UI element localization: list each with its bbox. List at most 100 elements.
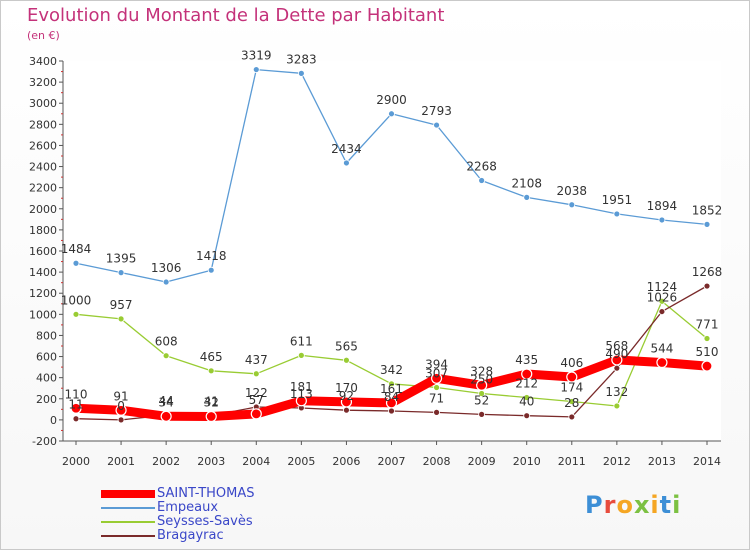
data-point-empeaux bbox=[568, 201, 576, 209]
legend-swatch-bragayrac bbox=[101, 535, 155, 537]
data-label-seysses-sav-s: 608 bbox=[155, 335, 178, 349]
data-label-saint-thomas: 568 bbox=[605, 339, 628, 353]
data-point-empeaux bbox=[343, 159, 350, 167]
data-point-seysses-sav-s bbox=[343, 356, 350, 364]
data-label-bragayrac: 92 bbox=[339, 389, 354, 403]
data-point-empeaux bbox=[297, 69, 305, 77]
data-label-empeaux: 2900 bbox=[376, 93, 407, 107]
legend-swatch-seysses-saves bbox=[101, 521, 155, 523]
data-label-empeaux: 1395 bbox=[106, 252, 137, 266]
y-tick-label: 1400 bbox=[29, 266, 57, 279]
legend-swatch-empeaux bbox=[101, 507, 155, 509]
data-label-seysses-sav-s: 1000 bbox=[61, 293, 92, 307]
data-label-bragayrac: 41 bbox=[204, 395, 219, 409]
data-label-empeaux: 2268 bbox=[466, 159, 497, 173]
legend-item-saint-thomas: SAINT-THOMAS bbox=[101, 487, 255, 501]
data-point-seysses-sav-s bbox=[117, 315, 125, 323]
y-tick-label: 3400 bbox=[29, 55, 57, 68]
legend-item-bragayrac: Bragayrac bbox=[101, 529, 255, 543]
data-point-empeaux bbox=[433, 121, 440, 129]
data-point-seysses-sav-s bbox=[252, 370, 260, 378]
data-point-saint-thomas bbox=[115, 404, 127, 416]
x-tick-label: 2007 bbox=[378, 455, 406, 468]
y-tick-label: 2400 bbox=[29, 161, 57, 174]
logo-letter: x bbox=[633, 491, 651, 519]
data-point-seysses-sav-s bbox=[523, 394, 531, 401]
data-point-empeaux bbox=[523, 193, 531, 201]
legend-item-empeaux: Empeaux bbox=[101, 501, 255, 515]
x-tick-label: 2004 bbox=[242, 455, 270, 468]
data-point-seysses-sav-s bbox=[568, 398, 576, 405]
data-label-empeaux: 2434 bbox=[331, 142, 362, 156]
y-tick-label: 600 bbox=[36, 351, 57, 364]
y-tick-label: 3200 bbox=[29, 76, 57, 89]
data-point-seysses-sav-s bbox=[162, 352, 170, 360]
data-point-empeaux bbox=[388, 110, 395, 118]
data-label-empeaux: 1306 bbox=[151, 261, 182, 275]
data-label-saint-thomas: 161 bbox=[380, 382, 403, 396]
data-label-seysses-sav-s: 307 bbox=[425, 366, 448, 380]
data-point-saint-thomas bbox=[70, 402, 82, 414]
data-label-saint-thomas: 406 bbox=[560, 356, 583, 370]
data-label-seysses-sav-s: 957 bbox=[110, 298, 133, 312]
data-label-saint-thomas: 181 bbox=[290, 380, 313, 394]
chart-legend: SAINT-THOMAS Empeaux Seysses-Savès Braga… bbox=[101, 487, 255, 543]
data-label-empeaux: 2108 bbox=[511, 176, 542, 190]
y-tick-label: 1600 bbox=[29, 245, 57, 258]
data-label-bragayrac: 28 bbox=[564, 396, 579, 410]
data-point-bragayrac bbox=[703, 282, 711, 290]
x-tick-label: 2014 bbox=[693, 455, 721, 468]
chart-title: Evolution du Montant de la Dette par Hab… bbox=[27, 5, 445, 26]
data-point-empeaux bbox=[478, 177, 486, 184]
data-point-saint-thomas bbox=[160, 410, 172, 422]
data-label-empeaux: 2793 bbox=[421, 104, 452, 118]
y-tick-label: 2200 bbox=[29, 182, 57, 195]
x-tick-label: 2008 bbox=[423, 455, 451, 468]
data-point-saint-thomas bbox=[340, 396, 353, 408]
legend-item-seysses-saves: Seysses-Savès bbox=[101, 515, 255, 529]
data-point-saint-thomas bbox=[430, 372, 443, 384]
y-tick-label: 200 bbox=[36, 393, 57, 406]
data-label-saint-thomas: 394 bbox=[425, 357, 448, 371]
data-label-seysses-sav-s: 565 bbox=[335, 339, 358, 353]
data-label-bragayrac: 52 bbox=[474, 393, 489, 407]
data-label-seysses-sav-s: 771 bbox=[696, 318, 719, 332]
data-point-seysses-sav-s bbox=[388, 380, 395, 388]
data-point-saint-thomas bbox=[476, 379, 488, 391]
data-point-empeaux bbox=[703, 220, 711, 228]
legend-label-bragayrac: Bragayrac bbox=[157, 528, 224, 543]
y-tick-label: 0 bbox=[50, 414, 57, 427]
data-point-seysses-sav-s bbox=[207, 367, 215, 375]
data-point-saint-thomas bbox=[656, 356, 668, 369]
data-label-saint-thomas: 510 bbox=[696, 345, 719, 359]
proxiti-logo: Proxiti bbox=[585, 491, 681, 519]
logo-letter: i bbox=[672, 491, 682, 519]
data-point-seysses-sav-s bbox=[658, 297, 666, 305]
data-point-bragayrac bbox=[568, 413, 576, 421]
data-label-empeaux: 1484 bbox=[61, 242, 92, 256]
data-label-bragayrac: 44 bbox=[159, 394, 174, 408]
data-point-saint-thomas bbox=[295, 395, 307, 407]
x-tick-label: 2005 bbox=[287, 455, 315, 468]
data-point-saint-thomas bbox=[205, 410, 217, 423]
data-point-seysses-sav-s bbox=[613, 402, 621, 410]
data-label-empeaux: 3283 bbox=[286, 52, 317, 66]
data-label-bragayrac: 40 bbox=[519, 395, 534, 409]
data-label-bragayrac: 0 bbox=[117, 399, 125, 413]
data-label-bragayrac: 1026 bbox=[647, 291, 678, 305]
data-point-bragayrac bbox=[72, 415, 80, 423]
data-point-saint-thomas bbox=[521, 368, 533, 380]
data-label-saint-thomas: 91 bbox=[113, 389, 128, 403]
data-point-saint-thomas bbox=[566, 371, 578, 383]
data-point-seysses-sav-s bbox=[297, 351, 305, 359]
data-label-saint-thomas: 544 bbox=[650, 341, 673, 355]
x-tick-label: 2000 bbox=[62, 455, 90, 468]
data-label-empeaux: 1418 bbox=[196, 249, 227, 263]
data-label-saint-thomas: 32 bbox=[204, 396, 219, 410]
data-label-seysses-sav-s: 1124 bbox=[647, 280, 678, 294]
data-label-seysses-sav-s: 611 bbox=[290, 334, 313, 348]
data-label-bragayrac: 71 bbox=[429, 391, 444, 405]
data-point-saint-thomas bbox=[701, 360, 713, 372]
data-label-bragayrac: 11 bbox=[68, 398, 83, 412]
